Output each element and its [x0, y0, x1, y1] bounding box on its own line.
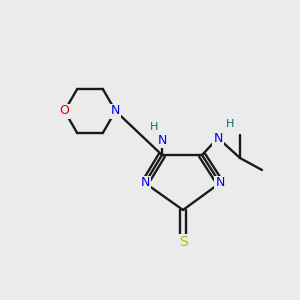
Text: S: S [178, 235, 188, 249]
Text: N: N [215, 176, 225, 190]
Text: N: N [213, 131, 223, 145]
Text: H: H [226, 119, 234, 129]
Text: N: N [157, 134, 167, 146]
Text: O: O [60, 104, 69, 118]
Text: N: N [140, 176, 150, 190]
Text: N: N [111, 104, 120, 118]
Text: H: H [150, 122, 158, 132]
